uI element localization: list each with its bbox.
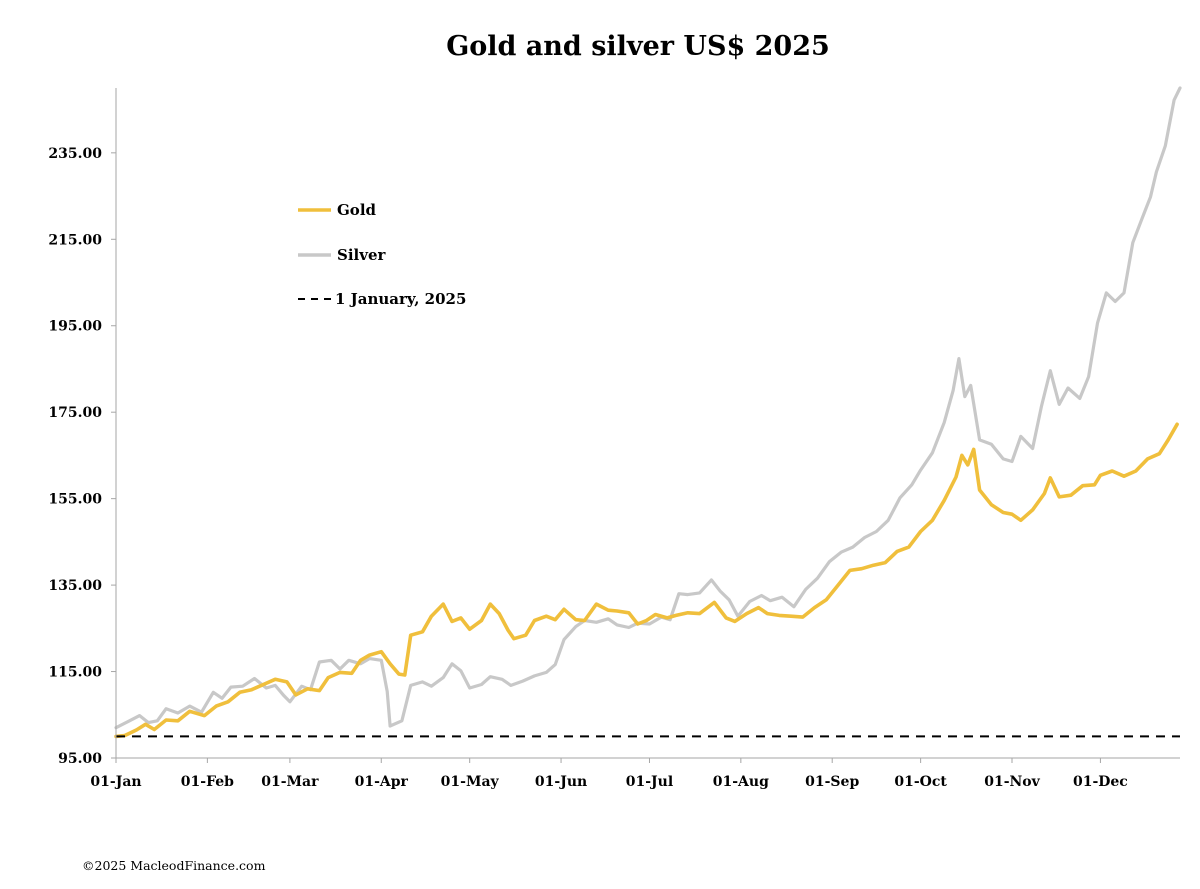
y-tick-label: 235.00 — [48, 146, 102, 162]
x-tick-label: 01-Jul — [626, 774, 673, 790]
y-tick-label: 95.00 — [58, 751, 102, 767]
legend-label-gold: Gold — [337, 201, 377, 219]
x-axis-ticks: 01-Jan 01-Feb 01-Mar 01-Apr 01-May 01-Jun 01-J… — [90, 758, 1128, 790]
y-tick-label: 135.00 — [48, 578, 102, 594]
copyright-credit: ©2025 MacleodFinance.com — [82, 858, 266, 873]
legend-label-baseline: 1 January, 2025 — [335, 290, 466, 308]
y-tick-label: 175.00 — [48, 405, 102, 421]
x-tick-label: 01-Nov — [984, 774, 1040, 790]
x-tick-label: 01-Aug — [713, 774, 769, 790]
legend-label-silver: Silver — [337, 246, 386, 264]
x-tick-label: 01-Oct — [894, 774, 947, 790]
x-tick-label: 01-Sep — [805, 774, 859, 790]
x-tick-label: 01-Jan — [90, 774, 141, 790]
x-tick-label: 01-Feb — [181, 774, 234, 790]
y-tick-label: 215.00 — [48, 232, 102, 248]
y-tick-label: 195.00 — [48, 319, 102, 335]
series-layer — [114, 86, 1182, 739]
x-tick-label: 01-Dec — [1073, 774, 1128, 790]
legend: Gold Silver 1 January, 2025 — [298, 201, 466, 308]
chart-title: Gold and silver US$ 2025 — [446, 31, 830, 62]
x-tick-label: 01-May — [441, 774, 500, 790]
y-axis-ticks: 95.00 115.00 135.00 155.00 175.00 195.00 215.0… — [48, 146, 116, 767]
y-tick-label: 155.00 — [48, 492, 102, 508]
x-tick-label: 01-Apr — [355, 774, 409, 790]
x-tick-label: 01-Jun — [535, 774, 587, 790]
y-tick-label: 115.00 — [48, 665, 102, 681]
gold-line — [114, 422, 1179, 739]
x-tick-label: 01-Mar — [261, 774, 319, 790]
silver-line — [114, 86, 1182, 730]
